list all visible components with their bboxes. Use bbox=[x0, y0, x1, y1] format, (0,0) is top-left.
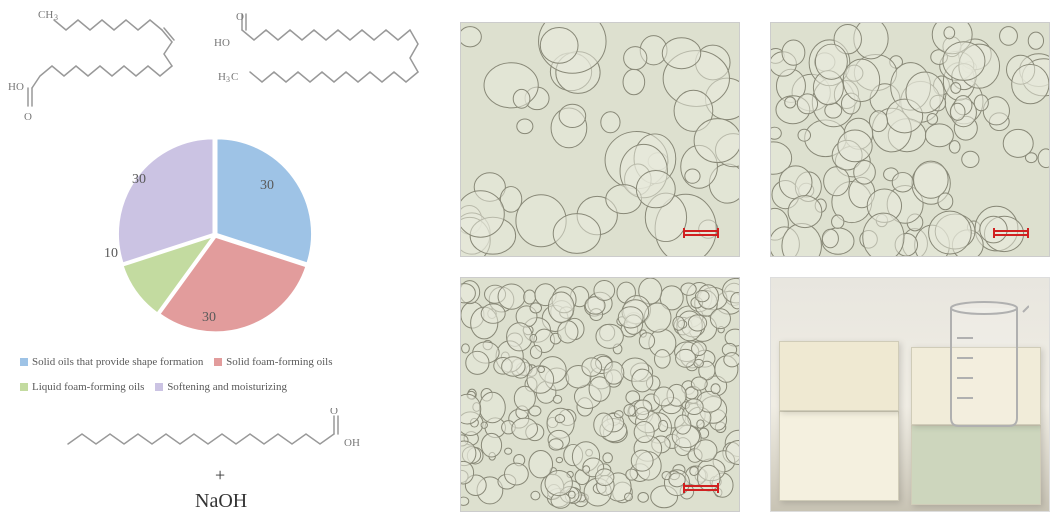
plus-symbol: + bbox=[215, 465, 225, 486]
slice-label-1: 30 bbox=[202, 310, 216, 326]
beaker-icon bbox=[939, 298, 1029, 428]
legend-item-2: Liquid foam-forming oils bbox=[20, 375, 144, 399]
micrograph-large-bubbles bbox=[460, 22, 740, 257]
soap-bars-photo bbox=[770, 277, 1050, 512]
reagent-naoh: NaOH bbox=[195, 490, 247, 513]
svg-text:C: C bbox=[231, 71, 238, 83]
left-panel: CH3 HO O HO O H3C 30 30 10 30 Solid oils… bbox=[0, 0, 440, 525]
legend-item-1: Solid foam-forming oils bbox=[214, 350, 332, 374]
slice-label-0: 30 bbox=[260, 178, 274, 194]
slice-label-3: 30 bbox=[132, 172, 146, 188]
micrograph-small-bubbles bbox=[460, 277, 740, 512]
svg-text:O: O bbox=[330, 408, 338, 417]
right-image-grid bbox=[460, 22, 1050, 512]
legend-item-3: Softening and moisturizing bbox=[155, 375, 287, 399]
svg-text:HO: HO bbox=[8, 81, 24, 93]
micrograph-medium-bubbles bbox=[770, 22, 1050, 257]
molecule-oleic-structure: CH3 HO O bbox=[8, 6, 218, 136]
svg-text:3: 3 bbox=[226, 75, 230, 84]
svg-text:H: H bbox=[218, 71, 226, 83]
scale-bar-icon bbox=[683, 230, 719, 236]
legend-item-0: Solid oils that provide shape formation bbox=[20, 350, 203, 374]
svg-text:O: O bbox=[24, 111, 32, 123]
scale-bar-icon bbox=[683, 485, 719, 491]
svg-text:HO: HO bbox=[214, 37, 230, 49]
svg-text:CH: CH bbox=[38, 9, 53, 21]
molecule-fatty-acid-bottom: O OH bbox=[60, 408, 380, 463]
scale-bar-icon bbox=[993, 230, 1029, 236]
oil-composition-pie-chart: 30 30 10 30 bbox=[110, 130, 320, 340]
slice-label-2: 10 bbox=[104, 246, 118, 262]
pie-legend: Solid oils that provide shape formation … bbox=[20, 350, 420, 401]
molecule-stearic-structure: HO O H3C bbox=[200, 8, 430, 118]
svg-text:O: O bbox=[236, 11, 244, 23]
svg-text:OH: OH bbox=[344, 437, 360, 449]
svg-text:3: 3 bbox=[54, 13, 58, 22]
